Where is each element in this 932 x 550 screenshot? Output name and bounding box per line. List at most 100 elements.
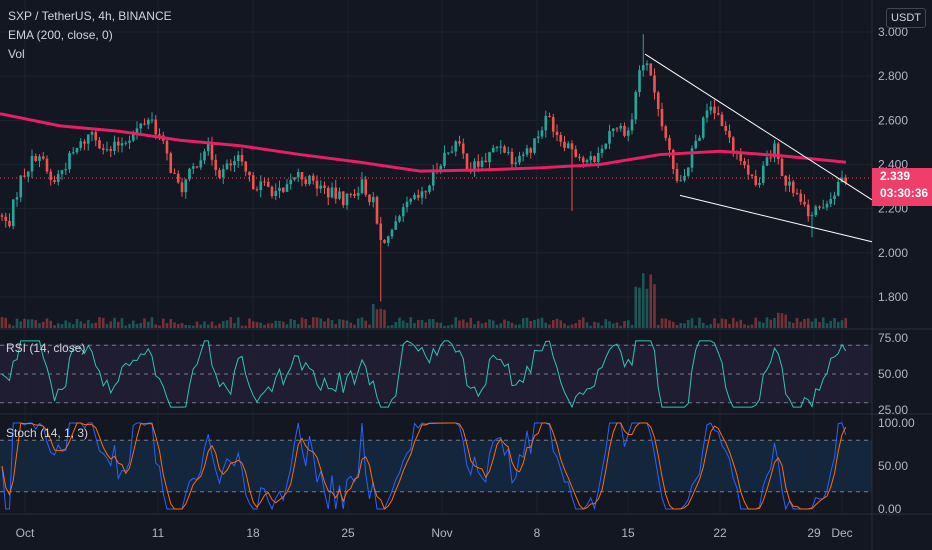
candle-body — [244, 161, 248, 172]
volume-bar — [68, 322, 71, 328]
volume-legend[interactable]: Vol — [8, 47, 25, 61]
candle-body — [251, 175, 255, 190]
candle-body — [356, 192, 360, 196]
candle-body — [765, 157, 769, 166]
time-tick-label: 25 — [341, 526, 355, 540]
volume-bar — [251, 321, 255, 328]
candle-body — [221, 169, 225, 178]
candle-body — [529, 148, 533, 153]
volume-bar — [413, 323, 416, 328]
volume-bar — [334, 324, 338, 328]
stoch-tick-label: 50.00 — [878, 459, 908, 473]
volume-bar — [364, 320, 368, 328]
candle-body — [266, 181, 270, 187]
volume-bar — [450, 324, 454, 328]
volume-bar — [375, 309, 379, 328]
candle-body — [368, 194, 371, 203]
candle-body — [176, 173, 180, 183]
volume-bar — [146, 321, 150, 328]
volume-bar — [323, 321, 326, 328]
trendline — [644, 53, 873, 201]
candle-body — [686, 167, 690, 176]
volume-bar — [439, 322, 443, 328]
time-tick-label: 8 — [534, 526, 541, 540]
candle-body — [443, 152, 446, 166]
volume-bar — [386, 325, 390, 328]
candle-body — [641, 65, 645, 71]
volume-bar — [341, 319, 345, 328]
volume-bar — [679, 322, 683, 328]
volume-bar — [203, 321, 206, 328]
volume-bar — [495, 324, 499, 328]
volume-bar — [604, 319, 608, 328]
candle-body — [623, 125, 626, 136]
volume-bar — [206, 324, 210, 328]
volume-bar — [101, 317, 105, 328]
candle-body — [41, 156, 45, 159]
volume-bar — [236, 317, 240, 328]
candle-body — [521, 154, 525, 156]
volume-bar — [356, 318, 360, 328]
candle-body — [465, 153, 469, 170]
volume-bar — [788, 321, 791, 328]
candle-body — [94, 132, 98, 141]
candle-body — [754, 175, 758, 185]
volume-bar — [686, 319, 690, 328]
volume-bar — [315, 317, 319, 328]
candle-body — [379, 223, 383, 240]
volume-bar — [645, 288, 649, 328]
volume-bar — [454, 317, 458, 328]
last-price-tag: 2.339 03:30:36 — [872, 168, 932, 206]
volume-bar — [593, 321, 596, 328]
candle-body — [473, 161, 476, 172]
candle-body — [154, 119, 158, 135]
candle-body — [690, 148, 694, 168]
volume-bar — [458, 320, 461, 328]
volume-bar — [218, 323, 221, 328]
volume-bar — [634, 286, 638, 328]
candle-body — [15, 197, 19, 200]
volume-bar — [619, 325, 623, 328]
candle-body — [326, 187, 330, 198]
candle-body — [484, 160, 488, 163]
symbol-legend[interactable]: SXP / TetherUS, 4h, BINANCE — [8, 9, 172, 23]
volume-bar — [446, 325, 450, 328]
candle-body — [675, 169, 679, 181]
ema-legend[interactable]: EMA (200, close, 0) — [8, 28, 113, 42]
rsi-line — [1, 340, 847, 409]
volume-bar — [278, 320, 281, 328]
volume-bar — [360, 317, 364, 328]
rsi-legend[interactable]: RSI (14, close) — [6, 341, 86, 355]
volume-bar — [270, 323, 274, 328]
candle-body — [334, 187, 338, 199]
candle-body — [660, 109, 664, 127]
candle-body — [728, 130, 731, 138]
volume-bar — [521, 318, 525, 328]
candle-body — [574, 149, 578, 157]
stoch-legend[interactable]: Stoch (14, 1, 3) — [6, 426, 89, 440]
volume-bar — [544, 322, 548, 328]
candle-body — [645, 63, 649, 66]
candle-body — [281, 187, 285, 192]
candle-body — [101, 148, 105, 150]
volume-bar — [330, 320, 334, 328]
candle-body — [11, 199, 15, 227]
candle-body — [668, 138, 671, 150]
volume-bar — [435, 322, 439, 328]
volume-bar — [758, 321, 761, 328]
volume-bar — [405, 322, 409, 328]
candle-body — [293, 177, 296, 180]
candle-body — [128, 140, 131, 143]
currency-button[interactable]: USDT — [886, 8, 926, 28]
candle-body — [26, 171, 30, 177]
volume-bar — [728, 323, 731, 328]
volume-bar — [45, 318, 49, 328]
volume-bar — [94, 322, 98, 328]
volume-bar — [394, 322, 398, 328]
volume-bar — [263, 324, 266, 328]
candle-body — [289, 179, 293, 185]
candle-body — [315, 180, 319, 189]
volume-bar — [135, 323, 139, 328]
volume-bar — [143, 318, 146, 328]
